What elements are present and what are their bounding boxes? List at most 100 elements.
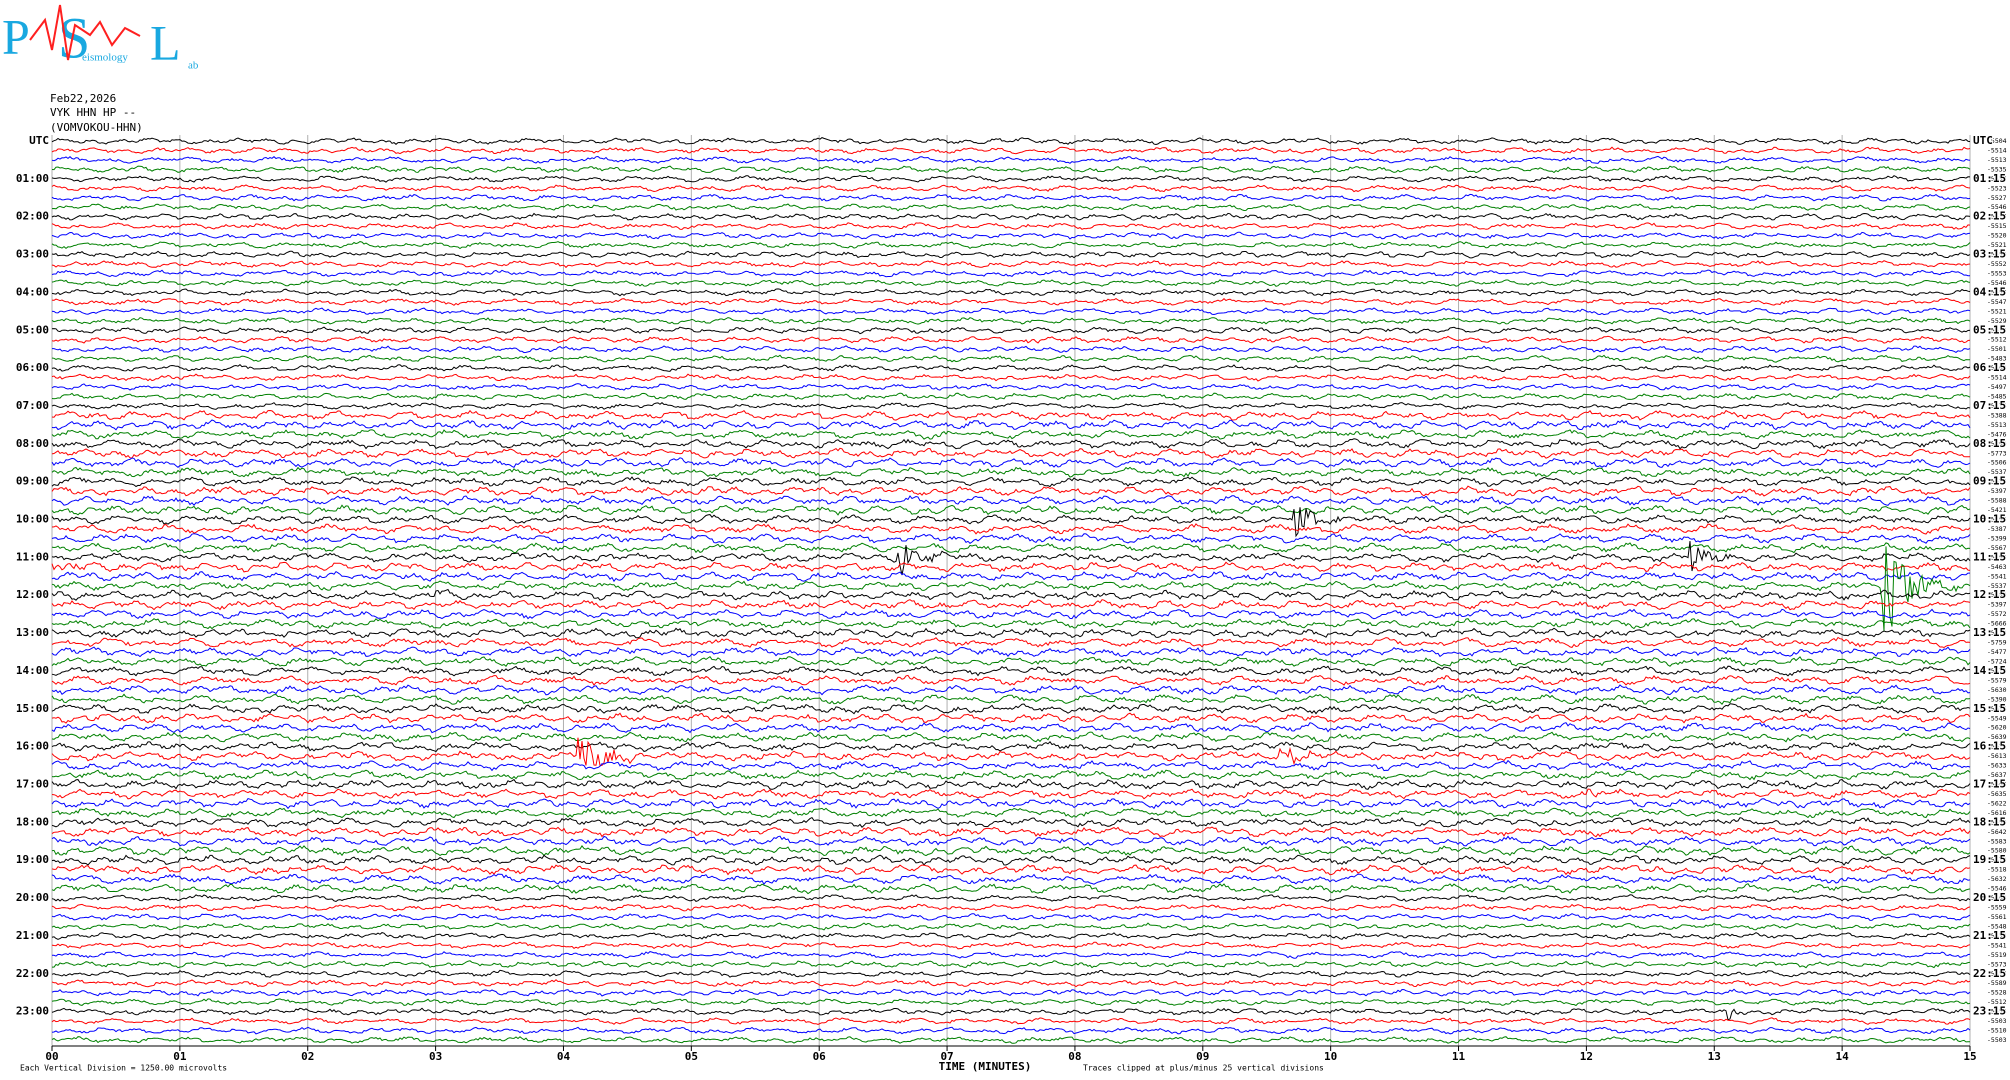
seismic-trace — [51, 588, 1971, 601]
left-time-label: 07:00 — [16, 399, 49, 412]
left-time-label: 04:00 — [16, 285, 49, 298]
trace-offset: -5503 — [1987, 1017, 2007, 1025]
trace-offset: -5633 — [1987, 762, 2007, 770]
date: Feb22,2026 — [50, 92, 116, 105]
seismic-trace — [51, 269, 1970, 278]
seismic-trace — [51, 703, 1971, 715]
trace-offset: -5485 — [1987, 393, 2007, 401]
seismic-trace — [51, 731, 1971, 743]
x-tick-label: 08 — [1068, 1050, 1081, 1063]
seismic-trace — [51, 260, 1971, 269]
left-time-label: 02:00 — [16, 210, 49, 223]
left-time-label: 12:00 — [16, 588, 49, 601]
left-time-label: 20:00 — [16, 891, 49, 904]
trace-offset: -5421 — [1987, 506, 2007, 514]
trace-offset: -5537 — [1987, 175, 2007, 183]
seismic-trace — [51, 636, 1971, 649]
seismic-trace — [51, 250, 1971, 259]
right-time-label: 15:15 — [1973, 702, 2006, 715]
trace-offset: -5557 — [1987, 288, 2007, 296]
trace-offset: -5583 — [1987, 837, 2007, 845]
seismic-trace — [51, 457, 1971, 469]
trace-offset: -5635 — [1987, 790, 2007, 798]
seismic-trace — [51, 429, 1971, 440]
scale-note: Each Vertical Division = 1250.00 microvo… — [20, 1064, 227, 1073]
trace-offset: -5546 — [1987, 279, 2007, 287]
trace-offset: -5622 — [1987, 799, 2007, 807]
trace-offset: -5513 — [1987, 326, 2007, 334]
left-time-label: 13:00 — [16, 626, 49, 639]
trace-offset: -5546 — [1987, 885, 2007, 893]
trace-offset: -5621 — [1987, 743, 2007, 751]
left-time-label: 18:00 — [16, 815, 49, 828]
seismic-trace — [51, 1036, 1971, 1044]
seismic-trace — [51, 737, 1971, 767]
trace-offset: -5549 — [1987, 714, 2007, 722]
seismic-trace — [51, 466, 1971, 478]
trace-offset: -5563 — [1987, 894, 2007, 902]
left-time-label: 10:00 — [16, 513, 49, 526]
trace-offset: -5561 — [1987, 913, 2007, 921]
trace-offset: -5667 — [1987, 780, 2007, 788]
trace-offset: -5579 — [1987, 676, 2007, 684]
trace-offset: -5523 — [1987, 478, 2007, 486]
seismic-trace — [51, 627, 1971, 639]
seismic-trace — [51, 541, 1971, 576]
seismic-trace — [51, 618, 1971, 630]
trace-offset: -5517 — [1987, 213, 2007, 221]
traces — [51, 137, 1971, 1044]
seismic-trace — [51, 288, 1971, 297]
seismic-trace — [51, 798, 1971, 810]
right-time-label: 11:15 — [1973, 550, 2006, 563]
seismic-trace — [51, 165, 1971, 174]
trace-offset: -5413 — [1987, 629, 2007, 637]
seismic-trace — [51, 665, 1971, 677]
trace-offset: -5541 — [1987, 572, 2007, 580]
trace-offset: -5463 — [1987, 563, 2007, 571]
x-tick-label: 11 — [1452, 1050, 1466, 1063]
trace-offset: -5477 — [1987, 648, 2007, 656]
seismic-trace — [51, 759, 1971, 772]
x-tick-label: 13 — [1708, 1050, 1721, 1063]
left-time-label: 15:00 — [16, 702, 49, 715]
seismic-trace — [51, 335, 1971, 344]
right-time-label: 08:15 — [1973, 437, 2006, 450]
right-time-label: 02:15 — [1973, 210, 2006, 223]
logo-letter: P — [2, 8, 30, 64]
seismic-trace — [51, 599, 1971, 611]
trace-offset: -5504 — [1987, 137, 2007, 145]
trace-offset: -5580 — [1987, 847, 2007, 855]
trace-offset: -5558 — [1987, 1008, 2007, 1016]
seismic-trace — [51, 570, 1970, 583]
trace-offset: -5510 — [1987, 1027, 2007, 1035]
seismic-trace — [51, 438, 1971, 450]
seismic-trace — [51, 495, 1971, 506]
trace-offset: -5567 — [1987, 544, 2007, 552]
right-time-label: 04:15 — [1973, 285, 2006, 298]
trace-offset: -5520 — [1987, 232, 2007, 240]
trace-offset: -5572 — [1987, 610, 2007, 618]
seismic-trace — [51, 174, 1971, 183]
seismic-trace — [51, 546, 1971, 632]
left-time-label: 21:00 — [16, 929, 49, 942]
trace-offset: -5533 — [1987, 932, 2007, 940]
seismic-trace — [51, 1017, 1971, 1026]
seismic-trace — [51, 932, 1971, 940]
seismic-trace — [51, 533, 1971, 544]
trace-offset: -5513 — [1987, 421, 2007, 429]
trace-offset: -5588 — [1987, 497, 2007, 505]
seismic-trace — [51, 722, 1971, 734]
x-tick-label: 03 — [429, 1050, 442, 1063]
trace-offset: -5529 — [1987, 317, 2007, 325]
seismic-trace — [51, 326, 1971, 335]
seismic-trace — [51, 146, 1971, 155]
seismic-trace — [51, 485, 1971, 497]
trace-offset: -5521 — [1987, 307, 2007, 315]
seismic-trace — [51, 769, 1971, 781]
logo: P S eismology L ab — [2, 4, 199, 72]
trace-offset: -5573 — [1987, 960, 2007, 968]
x-tick-label: 09 — [1196, 1050, 1209, 1063]
seismic-trace — [51, 712, 1971, 724]
seismic-trace — [51, 507, 1971, 538]
